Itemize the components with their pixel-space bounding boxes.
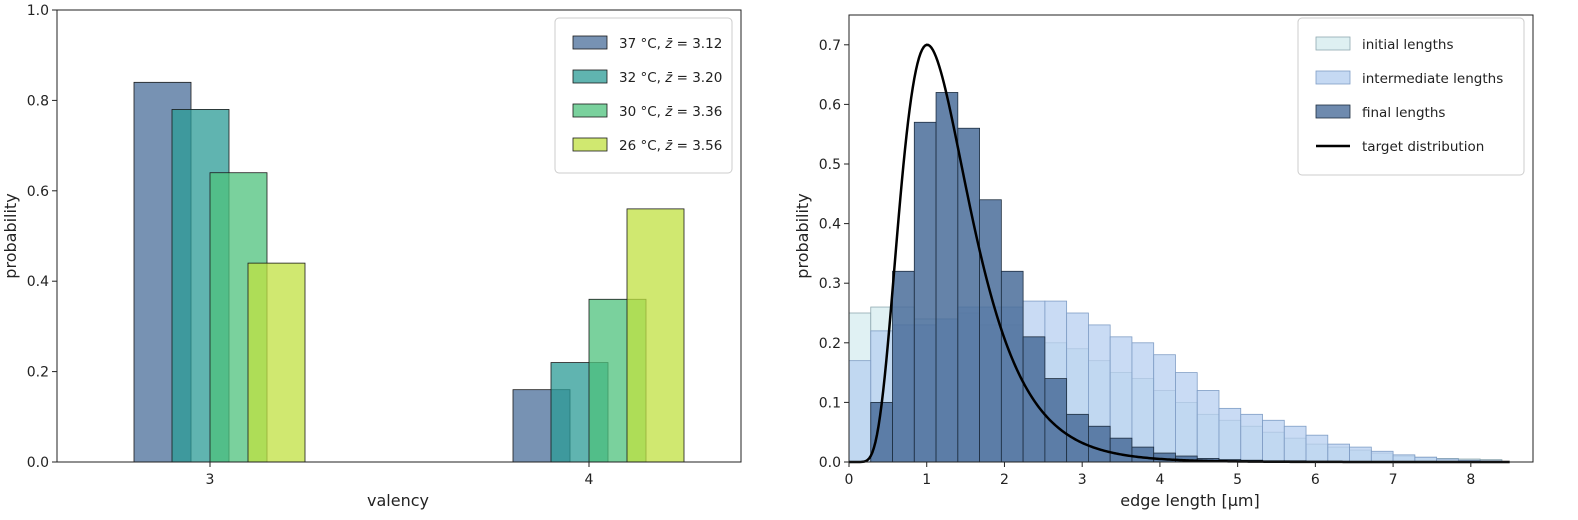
right-x-axis-label: edge length [μm] (1120, 491, 1259, 510)
x-tick-label: 5 (1233, 472, 1242, 488)
x-tick-label: 8 (1466, 472, 1475, 488)
intermediate-lengths-bin (1218, 407, 1242, 463)
legend-label: initial lengths (1362, 37, 1453, 53)
x-tick-label: 7 (1389, 472, 1398, 488)
right-bars (848, 92, 1503, 463)
final-lengths-bin (1109, 437, 1133, 463)
left-legend-box (554, 17, 733, 174)
legend-swatch (1315, 36, 1351, 51)
final-lengths-bin (1044, 378, 1068, 463)
legend-swatch (572, 69, 608, 84)
final-lengths-bin (1000, 270, 1024, 463)
final-lengths-bin (1066, 413, 1089, 463)
intermediate-lengths-bin (1240, 413, 1263, 463)
intermediate-lengths-bin (1153, 354, 1176, 463)
legend-swatch (572, 35, 608, 50)
final-lengths-bin (957, 127, 980, 463)
intermediate-lengths-bin (1305, 434, 1329, 463)
y-tick-label: 0.0 (819, 455, 841, 471)
legend-label: target distribution (1362, 139, 1484, 155)
intermediate-lengths-bin (1349, 446, 1372, 463)
intermediate-lengths-bin (848, 360, 872, 463)
intermediate-lengths-bin (1131, 342, 1155, 463)
y-tick-label: 0.3 (819, 276, 841, 292)
y-tick-label: 0.6 (819, 97, 841, 113)
legend-label: 32 °C, z̄ = 3.20 (619, 70, 722, 86)
intermediate-lengths-bin (1283, 425, 1307, 463)
right-y-axis-label: probability (793, 193, 812, 278)
x-tick-label: 4 (1155, 472, 1164, 488)
bar-26C-4 (626, 208, 685, 463)
final-lengths-bin (1131, 446, 1155, 463)
legend-label: 30 °C, z̄ = 3.36 (619, 104, 722, 120)
y-tick-label: 0.4 (27, 274, 49, 290)
y-tick-label: 0.6 (27, 184, 49, 200)
left-bars (133, 81, 685, 463)
intermediate-lengths-bin (1175, 372, 1198, 463)
right-y-ticks: 0.0 0.1 0.2 0.3 0.4 0.5 0.6 0.7 (819, 38, 849, 471)
x-tick-label: 0 (845, 472, 854, 488)
legend-label: final lengths (1362, 105, 1445, 121)
y-tick-label: 0.4 (819, 217, 841, 233)
left-y-axis-label: probability (1, 193, 20, 278)
final-lengths-bin (1088, 425, 1111, 463)
y-tick-label: 0.8 (27, 93, 49, 109)
y-tick-label: 0.2 (27, 365, 49, 381)
right-x-ticks: 0 1 2 3 4 5 6 7 8 (845, 462, 1475, 488)
y-tick-label: 1.0 (27, 3, 49, 19)
legend-swatch (572, 103, 608, 118)
left-x-axis-label: valency (367, 491, 429, 510)
legend-label: 26 °C, z̄ = 3.56 (619, 138, 722, 154)
left-y-ticks: 0.0 0.2 0.4 0.6 0.8 1.0 (27, 3, 57, 471)
y-tick-label: 0.7 (819, 38, 841, 54)
x-tick-label: 6 (1311, 472, 1320, 488)
x-tick-label: 4 (585, 472, 594, 488)
intermediate-lengths-bin (1327, 443, 1350, 463)
y-tick-label: 0.2 (819, 336, 841, 352)
right-plot-frame (848, 14, 1534, 463)
intermediate-lengths-bin (1262, 419, 1285, 463)
final-lengths-bin (892, 270, 915, 463)
left-legend: 37 °C, z̄ = 3.12 32 °C, z̄ = 3.20 30 °C, z… (554, 17, 733, 174)
x-tick-label: 3 (206, 472, 215, 488)
right-legend-box (1297, 17, 1525, 176)
final-lengths-bin (935, 92, 959, 463)
intermediate-lengths-bin (1196, 390, 1220, 463)
right-chart: 0.0 0.1 0.2 0.3 0.4 0.5 0.6 0.7 0 1 2 3 4 5 6 7 8 edge … (793, 14, 1534, 510)
x-tick-label: 3 (1078, 472, 1087, 488)
legend-swatch (572, 137, 608, 152)
final-lengths-bin (913, 121, 937, 463)
intermediate-lengths-bin (1370, 450, 1394, 463)
final-lengths-bin (979, 199, 1002, 463)
legend-label: 37 °C, z̄ = 3.12 (619, 36, 722, 52)
legend-label: intermediate lengths (1362, 71, 1503, 87)
legend-swatch (1315, 104, 1351, 119)
legend-swatch (1315, 70, 1351, 85)
y-tick-label: 0.1 (819, 395, 841, 411)
x-tick-label: 1 (922, 472, 931, 488)
right-legend: initial lengths intermediate lengths final… (1297, 17, 1525, 176)
left-plot-frame (56, 9, 742, 463)
bar-26C-3 (247, 262, 306, 463)
x-tick-label: 2 (1000, 472, 1009, 488)
y-tick-label: 0.0 (27, 455, 49, 471)
y-tick-label: 0.5 (819, 157, 841, 173)
